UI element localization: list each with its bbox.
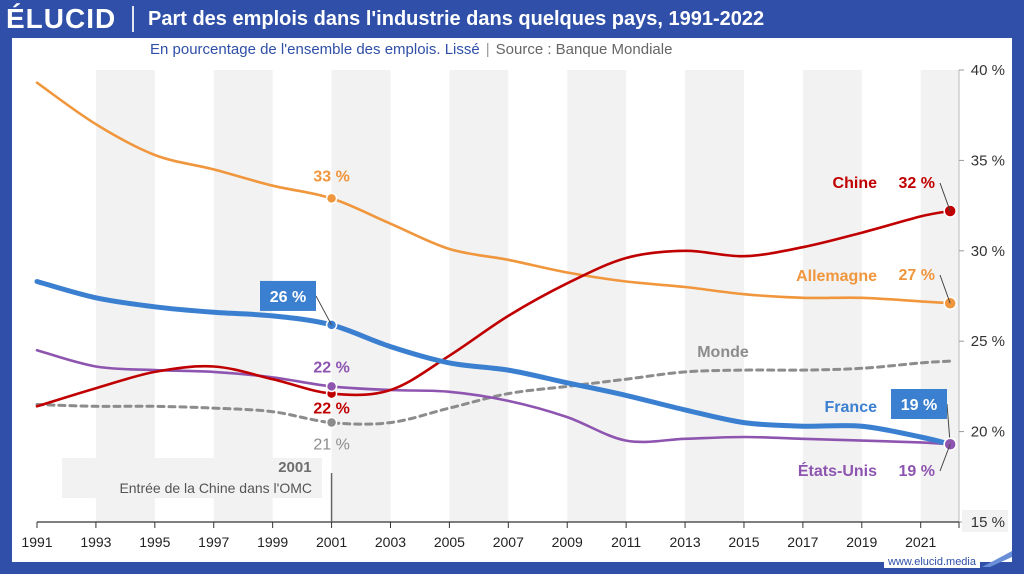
point-marker-monde	[325, 416, 338, 429]
annotation-text: Entrée de la Chine dans l'OMC	[119, 480, 312, 496]
x-tick-label: 2007	[493, 534, 524, 550]
series-name-france: France	[825, 399, 878, 416]
chart-subtitle: En pourcentage de l'ensemble des emplois…	[150, 41, 672, 58]
point-marker-etats_unis	[325, 380, 338, 393]
source-text: Source : Banque Mondiale	[495, 41, 673, 58]
y-tick-label: 30 %	[971, 243, 1005, 260]
x-tick-label: 2017	[787, 534, 818, 550]
x-tick-label: 1999	[257, 534, 288, 550]
chart-title: Part des emplois dans l'industrie dans q…	[148, 8, 765, 30]
end-label-allemagne: 27 %	[899, 267, 935, 284]
right-border	[1012, 38, 1024, 562]
series-name-monde: Monde	[697, 344, 749, 361]
end-label-chine: 32 %	[899, 175, 935, 192]
shaded-band	[567, 70, 627, 522]
end-leader-allemagne	[939, 274, 951, 304]
point-marker-allemagne	[325, 192, 338, 205]
left-border	[0, 38, 12, 562]
shaded-band	[685, 70, 744, 522]
series-line-chine	[35, 209, 952, 408]
header-separator	[132, 6, 134, 32]
end-label-france: 19 %	[901, 397, 937, 414]
shaded-band	[95, 70, 155, 522]
series-name-chine: Chine	[833, 175, 878, 192]
point-label-monde: 21 %	[313, 437, 349, 454]
series-line-allemagne	[35, 81, 952, 305]
shaded-band	[331, 70, 391, 522]
brand-logo[interactable]: ÉLUCID	[6, 3, 117, 34]
point-label-france: 26 %	[270, 289, 306, 306]
x-tick-label: 2009	[552, 534, 583, 550]
x-tick-label: 2001	[316, 534, 347, 550]
end-label-box-france	[891, 389, 947, 419]
x-tick-label: 2019	[846, 534, 877, 550]
y-tick-label: 20 %	[971, 424, 1005, 441]
y-tick-label: 25 %	[971, 333, 1005, 350]
series-line-etats_unis	[35, 348, 952, 446]
x-tick-label: 1993	[80, 534, 111, 550]
y-tick-label: 35 %	[971, 152, 1005, 169]
y-tick-box	[962, 510, 1008, 532]
header-bar: ÉLUCID Part des emplois dans l'industrie…	[0, 0, 1024, 38]
annotation-year: 2001	[278, 459, 311, 476]
point-label-etats_unis: 22 %	[313, 359, 349, 376]
annotation-box	[62, 458, 322, 498]
x-tick-label: 2011	[611, 534, 641, 550]
point-label-box-france	[260, 280, 316, 311]
y-tick-label: 40 %	[971, 62, 1005, 79]
site-url[interactable]: www.elucid.media	[883, 556, 980, 568]
point-label-allemagne: 33 %	[313, 168, 349, 185]
arrow-icon	[982, 551, 1012, 567]
y-tick-label: 15 %	[971, 514, 1005, 531]
point-label-chine: 22 %	[313, 401, 349, 418]
x-tick-label: 2021	[905, 534, 936, 550]
shaded-band	[920, 70, 959, 522]
x-tick-label: 1991	[21, 534, 52, 550]
series-name-etats_unis: États-Unis	[798, 461, 877, 480]
shaded-band	[802, 70, 862, 522]
x-tick-label: 2003	[375, 534, 406, 550]
series-line-france	[34, 279, 953, 447]
x-tick-label: 2005	[434, 534, 465, 550]
x-tick-label: 1995	[139, 534, 170, 550]
shaded-band	[449, 70, 509, 522]
subtitle-separator: |	[485, 41, 490, 58]
end-leader-chine	[939, 182, 951, 212]
footer-bar	[0, 562, 1024, 574]
series-line-monde	[35, 359, 952, 426]
x-tick-label: 2013	[669, 534, 700, 550]
end-leader-etats_unis	[939, 444, 951, 472]
x-tick-label: 1997	[198, 534, 229, 550]
series-name-allemagne: Allemagne	[796, 268, 877, 285]
end-label-etats_unis: 19 %	[899, 463, 935, 480]
subtitle-text: En pourcentage de l'ensemble des emplois…	[150, 41, 480, 58]
x-tick-label: 2015	[728, 534, 759, 550]
point-leader-france	[315, 295, 333, 326]
